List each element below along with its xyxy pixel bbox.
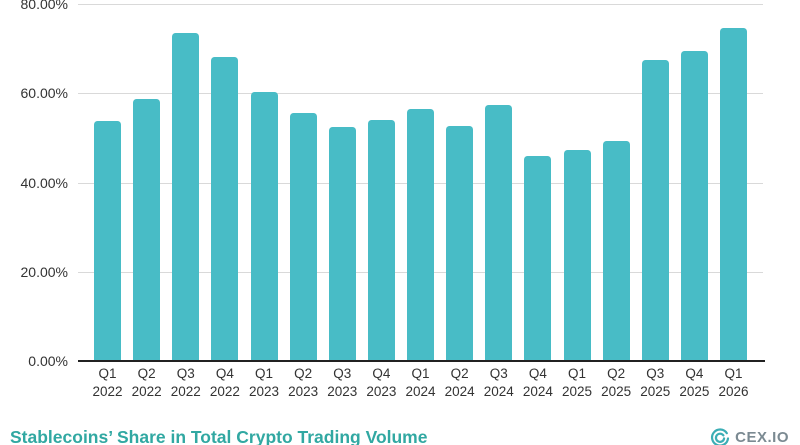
bar-slot <box>636 4 675 361</box>
x-tick-label-q3-2023: Q3 2023 <box>327 366 358 399</box>
x-tick-label-q3-2024: Q3 2024 <box>483 366 514 399</box>
x-tick-label-q4-2025: Q4 2025 <box>679 366 710 399</box>
bar-slot <box>205 4 244 361</box>
bar-q2-2023 <box>289 112 317 361</box>
chart-title: Stablecoins’ Share in Total Crypto Tradi… <box>10 427 428 445</box>
bar-slot <box>558 4 597 361</box>
x-tick-label-q4-2023: Q4 2023 <box>366 366 397 399</box>
bar-slot <box>284 4 323 361</box>
bar-slot <box>401 4 440 361</box>
bar-q3-2023 <box>328 127 356 361</box>
bar-slot <box>323 4 362 361</box>
y-axis: 80.00% 60.00% 40.00% 20.00% 0.00% <box>0 0 68 405</box>
bar-slot <box>518 4 557 361</box>
x-tick-label-q2-2024: Q2 2024 <box>444 366 475 399</box>
x-tick-label-q1-2023: Q1 2023 <box>249 366 280 399</box>
bars-row <box>78 4 763 361</box>
bar-q1-2023 <box>250 91 278 361</box>
x-tick-label-q3-2025: Q3 2025 <box>640 366 671 399</box>
bar-slot <box>440 4 479 361</box>
x-tick-label-q1-2025: Q1 2025 <box>562 366 593 399</box>
x-axis-labels: Q1 2022 Q2 2022 Q3 2022 Q4 2022 Q1 2023 Q2 2023 Q3 20… <box>78 365 763 401</box>
bar-slot <box>597 4 636 361</box>
bar-slot <box>714 4 753 361</box>
x-tick-label-q1-2024: Q1 2024 <box>405 366 436 399</box>
bar-slot <box>166 4 205 361</box>
x-axis-line <box>78 360 765 362</box>
bar-slot <box>675 4 714 361</box>
x-tick-label-q4-2022: Q4 2022 <box>209 366 240 399</box>
cexio-logo-icon <box>710 428 730 445</box>
x-tick-label-q1-2022: Q1 2022 <box>92 366 123 399</box>
bar-q1-2024 <box>407 109 435 361</box>
bar-q3-2022 <box>172 32 200 361</box>
y-tick-label-80: 80.00% <box>20 0 68 12</box>
bar-q3-2025 <box>641 60 669 361</box>
bar-q1-2026 <box>720 28 748 361</box>
bar-q4-2023 <box>367 120 395 361</box>
gridline-80 <box>78 4 763 5</box>
x-tick-label-q2-2023: Q2 2023 <box>288 366 319 399</box>
gridline-60 <box>78 93 763 95</box>
bar-q1-2025 <box>563 149 591 361</box>
bar-q4-2025 <box>680 51 708 361</box>
y-tick-label-60: 60.00% <box>20 85 68 102</box>
y-tick-label-0: 0.00% <box>28 353 68 369</box>
bar-slot <box>362 4 401 361</box>
bar-q4-2024 <box>524 155 552 361</box>
y-tick-label-20: 20.00% <box>20 263 68 280</box>
bar-q2-2022 <box>133 98 161 361</box>
bar-q1-2022 <box>94 120 122 361</box>
bar-q3-2024 <box>485 104 513 361</box>
x-tick-label-q4-2024: Q4 2024 <box>522 366 553 399</box>
x-tick-label-q1-2026: Q1 2026 <box>718 366 749 399</box>
cexio-logo-text: CEX.IO <box>735 429 789 445</box>
bar-slot <box>479 4 518 361</box>
bar-slot <box>88 4 127 361</box>
plot-area <box>78 4 763 361</box>
x-tick-label-q3-2022: Q3 2022 <box>170 366 201 399</box>
x-tick-label-q2-2022: Q2 2022 <box>131 366 162 399</box>
cexio-logo: CEX.IO <box>710 427 789 445</box>
y-tick-label-40: 40.00% <box>20 174 68 191</box>
bar-slot <box>245 4 284 361</box>
x-tick-label-q2-2025: Q2 2025 <box>601 366 632 399</box>
bar-q4-2022 <box>211 56 239 361</box>
bar-q2-2025 <box>602 141 630 361</box>
bar-q2-2024 <box>446 125 474 361</box>
bar-slot <box>127 4 166 361</box>
